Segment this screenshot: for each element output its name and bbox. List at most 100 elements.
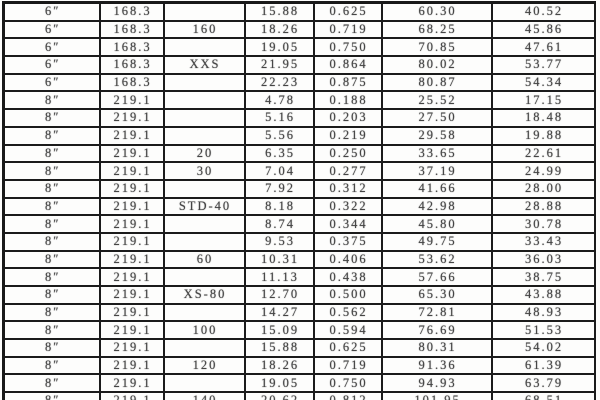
table-cell: 0.875: [312, 72, 383, 93]
table-cell: 61.39: [490, 355, 596, 376]
table-cell: 8″: [2, 161, 101, 181]
table-cell: 219.1: [98, 196, 165, 217]
table-cell: 30.78: [490, 214, 596, 234]
table-cell: 18.26: [243, 19, 315, 40]
table-row: 8″ 219.1 120 18.26 0.719 91.36 61.39: [2, 355, 596, 376]
table-cell: [162, 125, 246, 146]
table-cell: 18.48: [490, 108, 596, 128]
table-cell: 43.88: [490, 285, 596, 305]
table-cell: 33.65: [380, 143, 493, 164]
table-cell: 29.58: [380, 125, 493, 146]
table-cell: 8″: [2, 302, 101, 323]
table-cell: 19.05: [243, 37, 315, 58]
table-cell: XXS: [162, 55, 246, 75]
table-cell: 219.1: [98, 302, 165, 323]
table-row: 6″ 168.3 22.23 0.875 80.87 54.34: [2, 72, 596, 93]
table-cell: 8″: [2, 373, 101, 394]
table-row: 8″ 219.1 60 10.31 0.406 53.62 36.03: [2, 249, 596, 270]
table-cell: 168.3: [98, 37, 165, 58]
table-cell: 8″: [2, 249, 101, 270]
table-cell: 53.77: [490, 55, 596, 75]
table-row: 8″ 219.1 8.74 0.344 45.80 30.78: [2, 214, 596, 234]
table-cell: [162, 373, 246, 394]
table-cell: 168.3: [98, 72, 165, 93]
table-cell: 8″: [2, 355, 101, 376]
table-cell: 72.81: [380, 302, 493, 323]
table-cell: 22.23: [243, 72, 315, 93]
table-cell: 0.203: [312, 108, 383, 128]
table-cell: [162, 37, 246, 58]
table-row: 8″ 219.1 14.27 0.562 72.81 48.93: [2, 302, 596, 323]
table-cell: 41.66: [380, 178, 493, 199]
table-cell: 94.93: [380, 373, 493, 394]
table-cell: 19.88: [490, 125, 596, 146]
table-cell: 6″: [2, 72, 101, 93]
table-cell: 70.85: [380, 37, 493, 58]
table-cell: [162, 338, 246, 358]
table-cell: 25.52: [380, 90, 493, 111]
table-cell: 219.1: [98, 231, 165, 252]
table-cell: 9.53: [243, 231, 315, 252]
table-cell: [162, 108, 246, 128]
table-cell: 19.05: [243, 373, 315, 394]
table-row: 8″ 219.1 XS-80 12.70 0.500 65.30 43.88: [2, 285, 596, 305]
table-cell: 4.78: [243, 90, 315, 111]
table-cell: 80.31: [380, 338, 493, 358]
table-cell: 140: [162, 391, 246, 400]
table-cell: 219.1: [98, 338, 165, 358]
table-cell: 0.219: [312, 125, 383, 146]
table-cell: 219.1: [98, 108, 165, 128]
table-cell: 219.1: [98, 214, 165, 234]
table-cell: 91.36: [380, 355, 493, 376]
table-cell: 0.864: [312, 55, 383, 75]
table-cell: [162, 72, 246, 93]
table-cell: [162, 178, 246, 199]
table-cell: 219.1: [98, 267, 165, 287]
table-cell: 68.51: [490, 391, 596, 400]
table-cell: 40.52: [490, 1, 596, 22]
table-cell: 20.62: [243, 391, 315, 400]
table-cell: 15.88: [243, 1, 315, 22]
table-cell: 10.31: [243, 249, 315, 270]
table-cell: 8″: [2, 178, 101, 199]
table-cell: 21.95: [243, 55, 315, 75]
table-row: 8″ 219.1 9.53 0.375 49.75 33.43: [2, 231, 596, 252]
table-cell: 0.500: [312, 285, 383, 305]
table-cell: 0.625: [312, 1, 383, 22]
table-cell: 219.1: [98, 178, 165, 199]
table-cell: 8.74: [243, 214, 315, 234]
table-row: 8″ 219.1 7.92 0.312 41.66 28.00: [2, 178, 596, 199]
table-row: 8″ 219.1 19.05 0.750 94.93 63.79: [2, 373, 596, 394]
table-cell: 0.719: [312, 355, 383, 376]
table-cell: 57.66: [380, 267, 493, 287]
table-cell: 6″: [2, 19, 101, 40]
table-row: 8″ 219.1 5.56 0.219 29.58 19.88: [2, 125, 596, 146]
table-cell: 17.15: [490, 90, 596, 111]
table-cell: 80.02: [380, 55, 493, 75]
table-cell: 8″: [2, 143, 101, 164]
table-cell: 65.30: [380, 285, 493, 305]
table-cell: 15.09: [243, 320, 315, 341]
table-cell: 22.61: [490, 143, 596, 164]
table-cell: 8″: [2, 267, 101, 287]
table-cell: 0.312: [312, 178, 383, 199]
table-cell: 0.625: [312, 338, 383, 358]
table-cell: 30: [162, 161, 246, 181]
table-cell: 219.1: [98, 320, 165, 341]
table-cell: [162, 90, 246, 111]
table-cell: 6″: [2, 37, 101, 58]
table-cell: 8″: [2, 196, 101, 217]
table-cell: 7.92: [243, 178, 315, 199]
table-cell: 219.1: [98, 355, 165, 376]
table-cell: 8″: [2, 231, 101, 252]
table-cell: 60.30: [380, 1, 493, 22]
table-cell: 0.375: [312, 231, 383, 252]
table-row: 8″ 219.1 100 15.09 0.594 76.69 51.53: [2, 320, 596, 341]
table-cell: 48.93: [490, 302, 596, 323]
table-cell: 8″: [2, 391, 101, 400]
table-cell: 6″: [2, 1, 101, 22]
table-cell: 24.99: [490, 161, 596, 181]
